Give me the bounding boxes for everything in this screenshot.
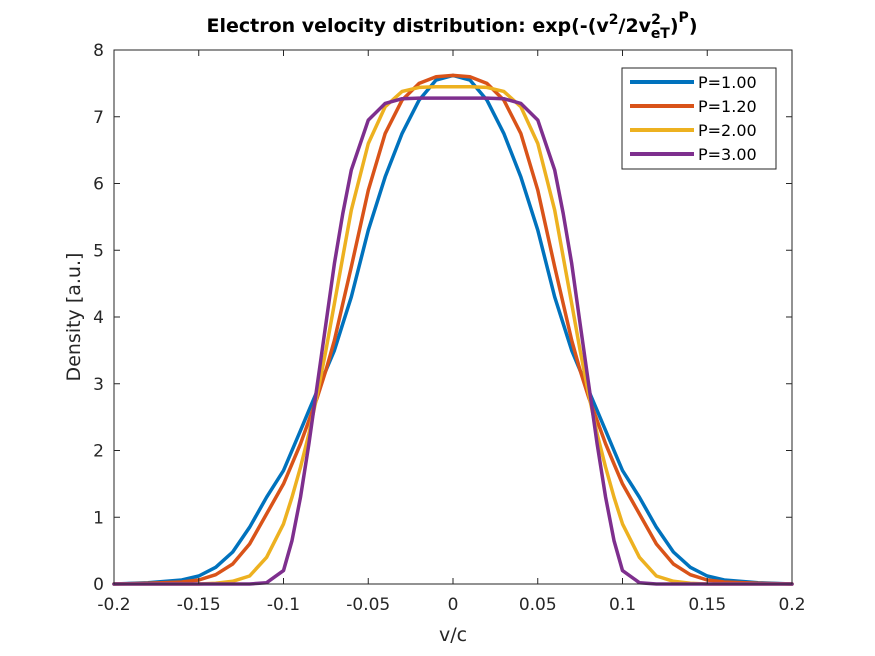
title-sup-2: 2 [651, 12, 661, 28]
x-axis-label: v/c [439, 624, 467, 646]
x-tick-label: -0.1 [267, 595, 300, 615]
legend-items: P=1.00 P=1.20 P=2.00 P=3.00 [630, 73, 757, 164]
x-tick-label: 0.05 [519, 595, 557, 615]
y-tick-label: 0 [93, 575, 104, 595]
series-line-3 [112, 84, 794, 586]
title-end: ) [689, 15, 698, 37]
y-tick-label: 1 [93, 508, 104, 528]
title-sup-p: P [679, 10, 689, 26]
series-line-4 [112, 96, 794, 586]
title-mid: /2v [619, 15, 652, 37]
x-tick-label: -0.05 [346, 595, 390, 615]
y-tick-label: 6 [93, 175, 104, 195]
y-tick-label: 7 [93, 108, 104, 128]
y-tick-label: 8 [93, 41, 104, 61]
chart-title: Electron velocity distribution: exp(-(v2… [207, 10, 698, 42]
y-tick-label: 4 [93, 308, 104, 328]
tick-layer: -0.2 -0.15 -0.1 -0.05 0 0.05 0.1 0.15 0.2 0 1 2 3 4 5 6… [93, 41, 805, 615]
y-tick-label: 2 [93, 442, 104, 462]
legend: P=1.00 P=1.20 P=2.00 P=3.00 [621, 67, 777, 170]
y-tick-label: 5 [93, 241, 104, 261]
legend-label-4: P=3.00 [698, 145, 757, 164]
title-sub-2: eT [651, 26, 670, 42]
x-tick-label: 0.2 [778, 595, 805, 615]
x-tick-label: 0.15 [688, 595, 726, 615]
legend-label-2: P=1.20 [698, 97, 757, 116]
title-close: ) [670, 15, 679, 37]
x-tick-label: 0 [448, 595, 459, 615]
series-line-2 [112, 73, 794, 586]
y-tick-label: 3 [93, 375, 104, 395]
legend-label-1: P=1.00 [698, 73, 757, 92]
x-tick-label: -0.2 [97, 595, 130, 615]
x-tick-label: 0.1 [609, 595, 636, 615]
title-main: Electron velocity distribution: exp(-(v [207, 15, 610, 37]
y-axis-label: Density [a.u.] [63, 253, 85, 382]
x-tick-label: -0.15 [177, 595, 221, 615]
title-sup-1: 2 [609, 12, 619, 28]
series-layer [112, 73, 794, 586]
legend-label-3: P=2.00 [698, 121, 757, 140]
